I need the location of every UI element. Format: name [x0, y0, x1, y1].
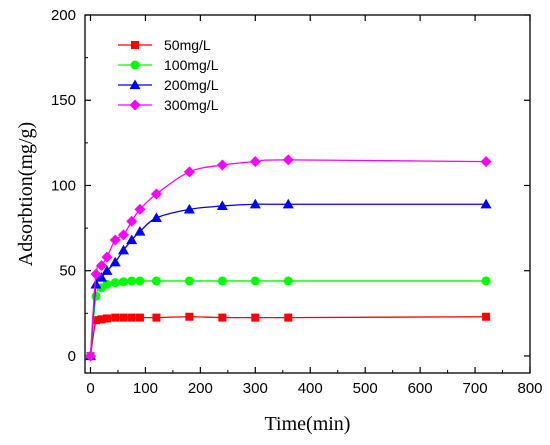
series-line	[89, 316, 487, 357]
data-point	[101, 265, 113, 275]
plot-border	[84, 14, 531, 374]
legend: 50mg/L 100mg/L 200mg/L 300mg/L	[118, 37, 219, 113]
legend-item: 200mg/L	[118, 77, 219, 93]
data-point	[95, 260, 107, 272]
legend-marker	[129, 79, 141, 90]
data-point	[110, 278, 120, 288]
data-point	[185, 312, 194, 321]
y-axis: 0 50 100 150 200	[51, 7, 530, 365]
x-tick-label: 400	[298, 380, 323, 397]
legend-label: 300mg/L	[164, 97, 219, 113]
x-tick-label: 500	[353, 380, 378, 397]
data-point	[102, 314, 111, 323]
data-point	[134, 226, 146, 236]
y-tick-label: 50	[59, 263, 76, 280]
data-point	[118, 277, 128, 287]
data-point	[101, 251, 113, 263]
series-line	[89, 159, 487, 356]
legend-marker	[129, 99, 141, 111]
x-tick-label: 0	[86, 380, 94, 397]
legend-label: 200mg/L	[164, 77, 219, 93]
x-tick-label: 800	[517, 380, 542, 397]
data-point	[151, 276, 161, 286]
data-point	[97, 315, 106, 324]
y-tick-label: 100	[51, 177, 76, 194]
data-point	[282, 154, 294, 166]
x-tick-label: 200	[188, 380, 213, 397]
data-point	[90, 268, 102, 280]
data-point	[102, 279, 112, 289]
data-point	[91, 316, 100, 325]
data-point	[481, 276, 491, 286]
data-point	[218, 313, 227, 322]
data-point	[282, 198, 294, 209]
x-tick-label: 300	[243, 380, 268, 397]
series-300mg/L	[84, 154, 492, 362]
data-point	[183, 166, 195, 178]
x-tick-label: 100	[133, 380, 158, 397]
legend-label: 100mg/L	[164, 57, 219, 73]
data-point	[251, 313, 260, 322]
data-point	[90, 278, 102, 289]
series-layer	[84, 154, 492, 362]
x-tick-label: 600	[408, 380, 433, 397]
series-50mg/L	[86, 312, 491, 360]
y-tick-label: 200	[51, 7, 76, 24]
data-point	[109, 234, 121, 246]
data-point	[184, 276, 194, 286]
data-point	[117, 229, 129, 241]
plot-frame	[84, 14, 531, 374]
y-tick-label: 150	[51, 92, 76, 109]
legend-label: 50mg/L	[164, 37, 211, 53]
data-point	[283, 276, 293, 286]
data-point	[135, 313, 144, 322]
data-point	[249, 198, 261, 209]
data-point	[117, 244, 129, 255]
y-axis-title: Adsorbtion(mg/g)	[15, 122, 37, 266]
data-point	[482, 312, 491, 321]
data-point	[217, 276, 227, 286]
data-point	[152, 313, 161, 322]
legend-marker	[130, 60, 140, 70]
data-point	[150, 188, 162, 200]
data-point	[216, 200, 228, 211]
legend-item: 300mg/L	[118, 97, 219, 113]
data-point	[119, 313, 128, 322]
data-point	[135, 276, 145, 286]
legend-item: 50mg/L	[118, 37, 211, 53]
data-point	[150, 212, 162, 222]
x-axis-title: Time(min)	[265, 413, 351, 435]
legend-marker	[131, 41, 139, 49]
data-point	[126, 234, 138, 245]
data-point	[183, 203, 195, 214]
data-point	[126, 215, 138, 227]
data-point	[109, 256, 121, 267]
data-point	[284, 313, 293, 322]
data-point	[480, 198, 492, 209]
data-point	[111, 313, 120, 322]
data-point	[250, 276, 260, 286]
x-tick-label: 700	[463, 380, 488, 397]
x-axis: 0 100 200 300 400 500 600 700 800	[86, 15, 543, 397]
data-point	[127, 313, 136, 322]
data-point	[84, 350, 96, 362]
legend-item: 100mg/L	[118, 57, 219, 73]
data-point	[95, 272, 107, 282]
y-tick-label: 0	[68, 348, 76, 365]
data-point	[249, 156, 261, 168]
data-point	[216, 159, 228, 171]
data-point	[134, 203, 146, 215]
data-point	[91, 291, 101, 301]
data-point	[127, 276, 137, 286]
data-point	[480, 156, 492, 168]
